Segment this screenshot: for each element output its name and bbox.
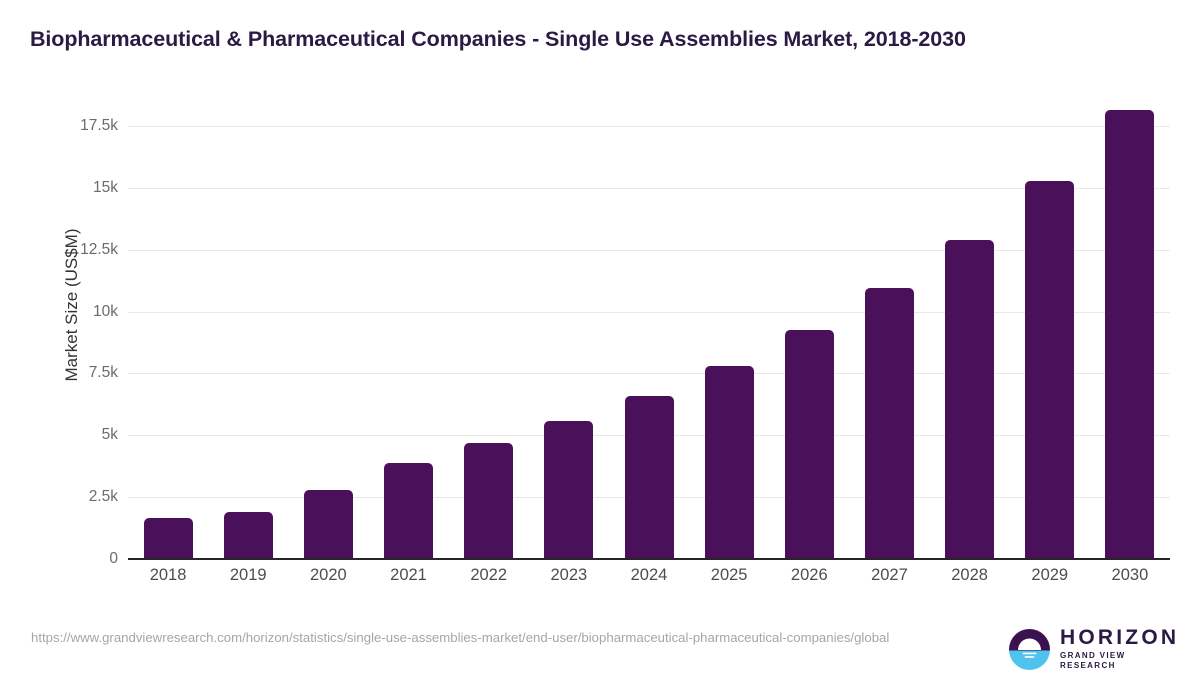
x-axis-tick: 2028	[951, 566, 988, 584]
x-axis-tick: 2018	[149, 566, 187, 584]
bar[interactable]	[303, 489, 353, 558]
gridline	[128, 126, 1170, 127]
y-axis-tick: 2.5k	[88, 488, 118, 506]
bar-series	[128, 0, 1170, 559]
chart-footer: https://www.grandviewresearch.com/horizo…	[0, 620, 1200, 675]
x-axis-tick: 2021	[390, 566, 427, 584]
x-axis-tick: 2023	[550, 566, 588, 584]
gridline	[128, 249, 1170, 251]
chart-plot-area: Market Size (US$M) 0 2.5k 5k 7.5k 10k 12.5k 15…	[40, 0, 1170, 620]
page-title: Biopharmaceutical & Pharmaceutical Compa…	[30, 27, 966, 51]
bar[interactable]	[624, 395, 674, 558]
x-axis-tick: 2025	[710, 566, 748, 584]
bar[interactable]	[464, 442, 514, 558]
horizon-logo-text: HORIZON GRAND VIEW RESEARCH	[1060, 627, 1179, 670]
x-axis-tick: 2027	[871, 566, 908, 584]
gridline	[128, 373, 1170, 375]
gridline	[128, 311, 1170, 313]
y-axis-tick: 7.5k	[88, 364, 118, 382]
bar[interactable]	[1105, 110, 1155, 558]
x-axis-tick-labels: 2018 2019 2020 2021 2022 2023 2024 2025 2026 2027…	[128, 566, 1170, 600]
x-axis-tick: 2022	[470, 566, 508, 584]
horizon-logo-mark-icon	[1009, 628, 1050, 670]
gridline	[128, 187, 1170, 189]
bar[interactable]	[704, 366, 754, 558]
x-axis-line	[128, 558, 1170, 560]
y-axis-tick-labels: 0 2.5k 5k 7.5k 10k 12.5k 15k 17.5k	[40, 0, 118, 620]
y-axis-tick: 12.5k	[80, 240, 118, 258]
x-axis-tick: 2019	[229, 566, 267, 584]
logo-subwordmark: GRAND VIEW RESEARCH	[1060, 651, 1126, 671]
x-axis-tick: 2026	[790, 566, 828, 584]
y-axis-tick: 5k	[101, 426, 118, 444]
x-axis-tick: 2029	[1031, 566, 1069, 584]
bar[interactable]	[864, 288, 914, 558]
y-axis-tick: 17.5k	[80, 117, 118, 134]
bar[interactable]	[784, 330, 834, 558]
x-axis-tick: 2024	[630, 566, 668, 584]
y-axis-tick: 15k	[93, 178, 118, 196]
bar[interactable]	[945, 240, 995, 558]
x-axis-tick: 2030	[1111, 566, 1149, 584]
y-axis-tick: 10k	[93, 302, 118, 320]
bar[interactable]	[384, 462, 434, 558]
bar[interactable]	[223, 512, 273, 558]
bar[interactable]	[1025, 180, 1075, 558]
bar[interactable]	[544, 420, 594, 558]
source-url[interactable]: https://www.grandviewresearch.com/horizo…	[31, 630, 890, 645]
horizon-logo: HORIZON GRAND VIEW RESEARCH	[1009, 627, 1176, 670]
bar[interactable]	[143, 518, 193, 558]
y-axis-tick: 0	[109, 550, 118, 567]
logo-wordmark: HORIZON	[1060, 626, 1180, 650]
x-axis-tick: 2020	[310, 566, 347, 584]
